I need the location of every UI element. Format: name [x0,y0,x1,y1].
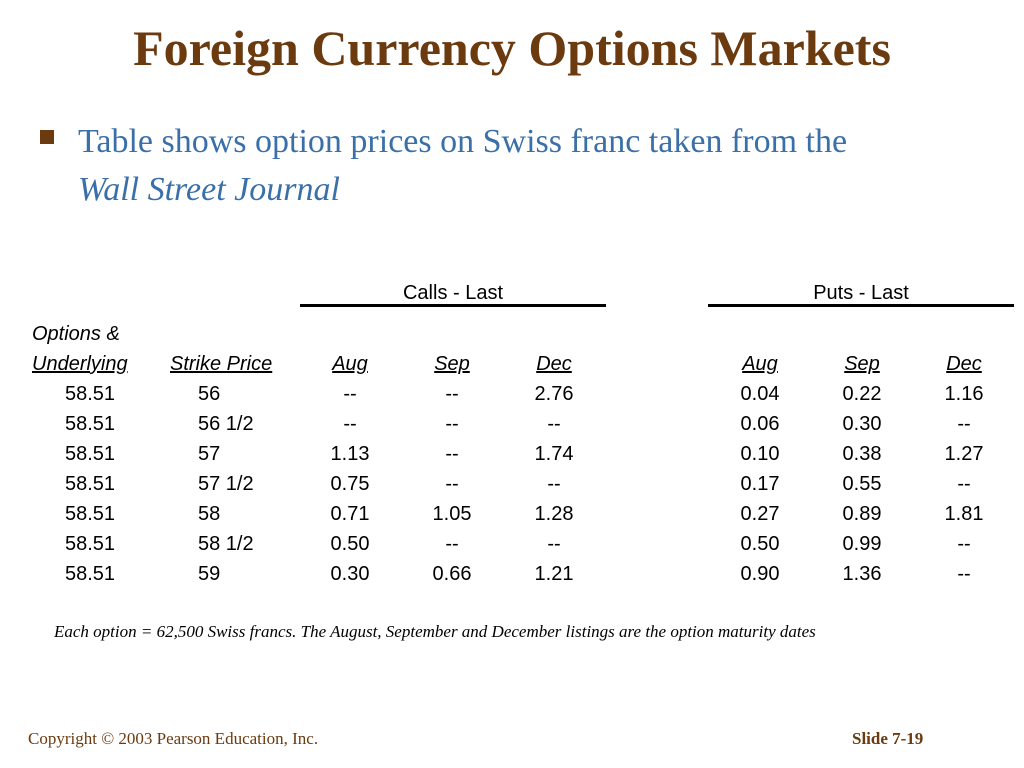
call-sep-price-cell: -- [445,383,459,405]
call-sep-price-cell: 0.66 [432,563,472,585]
underlying-price-cell: 58.51 [64,563,116,585]
call-dec-price-cell: 1.28 [534,503,574,525]
call-aug-price-cell: -- [343,413,357,435]
puts-sep-header: Sep [844,353,880,375]
call-dec-price-cell: 1.21 [534,563,574,585]
calls-dec-header: Dec [536,353,572,375]
call-dec-price-cell: -- [547,533,561,555]
bullet-text-main: Table shows option prices on Swiss franc… [78,123,848,160]
call-dec-price-cell: 1.74 [534,443,574,465]
calls-sep-header: Sep [434,353,470,375]
call-aug-price-cell: 0.75 [330,473,370,495]
put-dec-price-cell: 1.16 [944,383,984,405]
put-dec-price-cell: -- [957,533,971,555]
square-bullet-icon [40,130,54,144]
strike-price-cell: 58 1/2 [198,533,254,555]
put-dec-price-cell: 1.27 [944,443,984,465]
call-sep-price-cell: -- [445,413,459,435]
call-sep-price-cell: -- [445,533,459,555]
underlying-price-cell: 58.51 [64,473,116,495]
puts-group-underline [708,304,1014,307]
calls-aug-header: Aug [332,353,368,375]
put-aug-price-cell: 0.90 [740,563,780,585]
put-sep-price-cell: 0.38 [842,443,882,465]
underlying-price-cell: 58.51 [64,443,116,465]
call-aug-price-cell: 0.71 [330,503,370,525]
put-dec-price-cell: -- [957,413,971,435]
put-sep-price-cell: 1.36 [842,563,882,585]
put-sep-price-cell: 0.99 [842,533,882,555]
put-aug-price-cell: 0.10 [740,443,780,465]
call-aug-price-cell: 0.30 [330,563,370,585]
options-underlying-header-line1: Options & [32,323,120,345]
strike-price-cell: 58 [198,503,221,525]
slide-number: Slide 7-19 [852,729,924,748]
copyright-text: Copyright © 2003 Pearson Education, Inc. [28,729,319,748]
strike-price-cell: 57 [198,443,221,465]
puts-dec-header: Dec [946,353,982,375]
underlying-price-cell: 58.51 [64,383,116,405]
strike-price-cell: 57 1/2 [198,473,254,495]
put-aug-price-cell: 0.04 [740,383,780,405]
put-sep-price-cell: 0.89 [842,503,882,525]
slide-title: Foreign Currency Options Markets [133,20,891,76]
put-dec-price-cell: 1.81 [944,503,984,525]
options-underlying-header-line2: Underlying [32,353,128,375]
underlying-price-cell: 58.51 [64,533,116,555]
table-footnote: Each option = 62,500 Swiss francs. The A… [54,622,816,641]
put-dec-price-cell: -- [957,473,971,495]
put-sep-price-cell: 0.22 [842,383,882,405]
call-aug-price-cell: 1.13 [330,443,370,465]
put-aug-price-cell: 0.06 [740,413,780,435]
call-aug-price-cell: 0.50 [330,533,370,555]
underlying-price-cell: 58.51 [64,503,116,525]
call-aug-price-cell: -- [343,383,357,405]
bullet-text: Table shows option prices on Swiss franc… [78,118,998,214]
put-aug-price-cell: 0.50 [740,533,780,555]
call-dec-price-cell: -- [547,473,561,495]
underlying-price-cell: 58.51 [64,413,116,435]
call-dec-price-cell: 2.76 [534,383,574,405]
strike-price-cell: 56 [198,383,221,405]
strike-price-cell: 56 1/2 [198,413,254,435]
put-aug-price-cell: 0.17 [740,473,780,495]
put-sep-price-cell: 0.30 [842,413,882,435]
call-dec-price-cell: -- [547,413,561,435]
puts-group-header: Puts - Last [813,282,909,304]
puts-aug-header: Aug [742,353,778,375]
call-sep-price-cell: -- [445,473,459,495]
strike-price-cell: 59 [198,563,221,585]
calls-group-underline [300,304,606,307]
call-sep-price-cell: 1.05 [432,503,472,525]
strike-price-header: Strike Price [170,353,273,375]
bullet-text-source: Wall Street Journal [78,171,340,208]
calls-group-header: Calls - Last [402,282,504,304]
put-sep-price-cell: 0.55 [842,473,882,495]
call-sep-price-cell: -- [445,443,459,465]
put-dec-price-cell: -- [957,563,971,585]
put-aug-price-cell: 0.27 [740,503,780,525]
